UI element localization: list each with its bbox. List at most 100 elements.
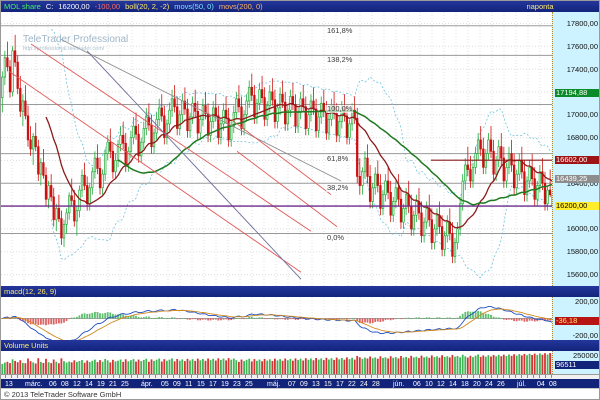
ruler-tick: [17, 375, 18, 378]
ruler-tick: [263, 375, 264, 378]
header-last-price: 16200,00: [58, 2, 90, 11]
header-close-label: C:: [45, 2, 54, 11]
date-axis-month: jún.: [393, 381, 405, 388]
ruler-tick: [449, 375, 450, 378]
date-axis-day: 19: [97, 381, 105, 388]
macd-axis-tick-bottom: -200,00: [572, 330, 598, 340]
ruler-tick: [305, 375, 306, 378]
header-symbol: MOL share: [4, 2, 41, 11]
ruler-tick: [35, 375, 36, 378]
ruler-tick: [323, 375, 324, 378]
price-panel-header[interactable]: MOL share C: 16200,00 -100,00 boll(20, 2, -2…: [1, 1, 599, 12]
price-axis-tick: 16800,00: [566, 133, 598, 143]
date-axis-month: máj.: [267, 381, 281, 388]
date-axis-day: 17: [209, 381, 217, 388]
date-axis-day: 14: [85, 381, 93, 388]
ruler-tick: [353, 375, 354, 378]
ruler-tick: [419, 375, 420, 378]
ruler-tick: [317, 375, 318, 378]
date-axis-day: 18: [461, 381, 469, 388]
date-axis-day: 21: [109, 381, 117, 388]
ruler-tick: [47, 375, 48, 378]
header-interval[interactable]: naponta: [526, 2, 554, 11]
ruler-tick: [347, 375, 348, 378]
price-axis-tick: 15800,00: [566, 247, 598, 257]
volume-axis[interactable]: 250000 96511: [552, 351, 599, 374]
ruler-tick: [191, 375, 192, 378]
status-bar: © 2013 TeleTrader Software GmbH: [1, 388, 599, 399]
date-axis-day: 12: [437, 381, 445, 388]
ruler-tick: [137, 375, 138, 378]
date-axis-day: 04: [537, 381, 545, 388]
volume-plot[interactable]: 250000 96511: [1, 351, 599, 374]
macd-axis[interactable]: 200,00-200,000-36,18: [552, 297, 599, 340]
date-axis-day: 23: [233, 381, 241, 388]
price-axis[interactable]: 17800,00 17600,00 17400,00 17000,00 16800,00…: [552, 12, 599, 286]
date-axis-day: 09: [300, 381, 308, 388]
ruler-tick: [149, 375, 150, 378]
ruler-tick: [503, 375, 504, 378]
header-indicator-movs200[interactable]: movs(200, 0): [218, 2, 263, 11]
ruler-tick: [269, 375, 270, 378]
date-axis-day: 15: [324, 381, 332, 388]
ruler-tick: [365, 375, 366, 378]
date-axis-day: 14: [449, 381, 457, 388]
ruler-tick: [53, 375, 54, 378]
ruler-tick: [413, 375, 414, 378]
date-axis-day: 28: [372, 381, 380, 388]
date-axis-day: 09: [173, 381, 181, 388]
ruler-tick: [167, 375, 168, 378]
ruler-tick: [539, 375, 540, 378]
volume-panel-header[interactable]: Volume Units: [1, 340, 599, 351]
macd-badge-value: -36,18: [555, 317, 599, 326]
macd-panel-header[interactable]: macd(12, 26, 9): [1, 286, 599, 297]
price-axis-tick: 15600,00: [566, 270, 598, 280]
ruler-tick: [59, 375, 60, 378]
ruler-tick: [299, 375, 300, 378]
macd-plot[interactable]: 200,00-200,000-36,18: [1, 297, 599, 340]
header-indicator-movs50[interactable]: movs(50, 0): [174, 2, 214, 11]
ruler-tick: [389, 375, 390, 378]
ruler-tick: [215, 375, 216, 378]
ruler-tick: [515, 375, 516, 378]
ruler-tick: [287, 375, 288, 378]
ruler-tick: [89, 375, 90, 378]
ruler-tick: [281, 375, 282, 378]
volume-badge-value: 96511: [555, 361, 599, 370]
ruler-tick: [383, 375, 384, 378]
ruler-tick: [11, 375, 12, 378]
date-axis-day: 08: [549, 381, 557, 388]
ruler-tick: [29, 375, 30, 378]
macd-series-canvas: [1, 297, 554, 340]
ruler-tick: [371, 375, 372, 378]
ruler-tick: [221, 375, 222, 378]
ruler-tick: [101, 375, 102, 378]
ruler-tick: [545, 375, 546, 378]
ruler-tick: [227, 375, 228, 378]
header-indicator-bollinger[interactable]: boll(20, 2, -2): [125, 2, 170, 11]
date-axis-day: 24: [485, 381, 493, 388]
price-axis-tick: 17600,00: [566, 41, 598, 51]
macd-title: macd(12, 26, 9): [4, 287, 57, 296]
ruler-tick: [359, 375, 360, 378]
ruler-tick: [425, 375, 426, 378]
date-axis-month: ápr.: [141, 381, 153, 388]
price-axis-tick: 16400,00: [566, 178, 598, 188]
ruler-tick: [161, 375, 162, 378]
date-axis-day: 11: [185, 381, 193, 388]
ruler-tick: [185, 375, 186, 378]
ruler-tick: [119, 375, 120, 378]
ruler-tick: [71, 375, 72, 378]
date-axis[interactable]: 13 márc. 06 08 12 14 19 21 25 ápr. 05 09 11 15 17 19 23 2…: [1, 379, 599, 390]
price-axis-tick: 16000,00: [566, 224, 598, 234]
price-chart-plot[interactable]: TeleTrader Professional http://professio…: [1, 12, 599, 286]
date-axis-day: 25: [245, 381, 253, 388]
ruler-tick: [551, 375, 552, 378]
ruler-tick: [377, 375, 378, 378]
ruler-tick: [113, 375, 114, 378]
volume-title: Volume Units: [4, 341, 49, 350]
ruler-tick: [173, 375, 174, 378]
macd-axis-tick-top: 200,00: [575, 297, 598, 307]
date-axis-day: 06: [413, 381, 421, 388]
